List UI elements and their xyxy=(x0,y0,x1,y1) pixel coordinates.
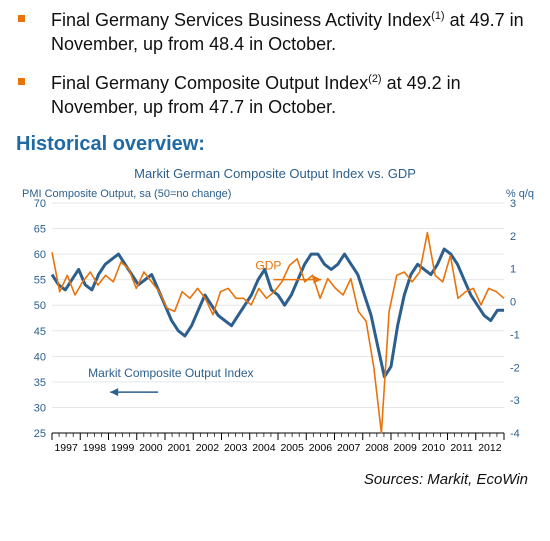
svg-text:65: 65 xyxy=(34,224,46,236)
svg-text:Markit Composite Output Index: Markit Composite Output Index xyxy=(88,366,253,380)
svg-text:2002: 2002 xyxy=(196,442,220,454)
bullet-marker-icon xyxy=(18,78,25,85)
bullet-text-pre: Final Germany Composite Output Index xyxy=(51,73,368,93)
bullet-text: Final Germany Services Business Activity… xyxy=(51,8,534,57)
svg-text:PMI Composite Output, sa (50=n: PMI Composite Output, sa (50=no change) xyxy=(22,188,231,200)
svg-text:2009: 2009 xyxy=(393,442,417,454)
svg-text:25: 25 xyxy=(34,428,46,440)
svg-text:-3: -3 xyxy=(510,395,520,407)
svg-text:2: 2 xyxy=(510,231,516,243)
bullet-text: Final Germany Composite Output Index(2) … xyxy=(51,71,534,120)
svg-text:-1: -1 xyxy=(510,330,520,342)
svg-text:2003: 2003 xyxy=(224,442,248,454)
svg-text:2006: 2006 xyxy=(309,442,333,454)
svg-text:40: 40 xyxy=(34,352,46,364)
svg-text:30: 30 xyxy=(34,403,46,415)
chart-title: Markit German Composite Output Index vs.… xyxy=(16,166,534,181)
svg-text:2007: 2007 xyxy=(337,442,361,454)
bullet-list: Final Germany Services Business Activity… xyxy=(16,8,534,119)
svg-text:2012: 2012 xyxy=(478,442,502,454)
svg-text:-4: -4 xyxy=(510,428,520,440)
svg-text:60: 60 xyxy=(34,249,46,261)
svg-text:2008: 2008 xyxy=(365,442,389,454)
svg-text:0: 0 xyxy=(510,297,516,309)
svg-text:2004: 2004 xyxy=(252,442,276,454)
svg-text:45: 45 xyxy=(34,326,46,338)
bullet-text-pre: Final Germany Services Business Activity… xyxy=(51,10,431,30)
bullet-marker-icon xyxy=(18,15,25,22)
svg-text:2005: 2005 xyxy=(280,442,304,454)
svg-text:GDP: GDP xyxy=(255,259,281,273)
svg-text:50: 50 xyxy=(34,300,46,312)
section-title: Historical overview: xyxy=(16,133,534,156)
chart-svg: 25303540455055606570-4-3-2-10123PMI Comp… xyxy=(16,185,534,461)
source-text: Sources: Markit, EcoWin xyxy=(16,471,534,488)
svg-text:2001: 2001 xyxy=(167,442,191,454)
svg-text:55: 55 xyxy=(34,275,46,287)
svg-text:1: 1 xyxy=(510,264,516,276)
bullet-item: Final Germany Composite Output Index(2) … xyxy=(16,71,534,120)
svg-text:% q/q: % q/q xyxy=(506,188,534,200)
bullet-item: Final Germany Services Business Activity… xyxy=(16,8,534,57)
svg-text:2011: 2011 xyxy=(450,442,473,454)
svg-text:-2: -2 xyxy=(510,362,520,374)
chart-container: Markit German Composite Output Index vs.… xyxy=(16,166,534,461)
svg-text:1997: 1997 xyxy=(54,442,78,454)
bullet-superscript: (2) xyxy=(368,73,381,85)
svg-text:2010: 2010 xyxy=(422,442,446,454)
svg-text:1998: 1998 xyxy=(83,442,107,454)
svg-text:2000: 2000 xyxy=(139,442,163,454)
svg-text:1999: 1999 xyxy=(111,442,135,454)
svg-text:35: 35 xyxy=(34,377,46,389)
bullet-superscript: (1) xyxy=(431,10,444,22)
